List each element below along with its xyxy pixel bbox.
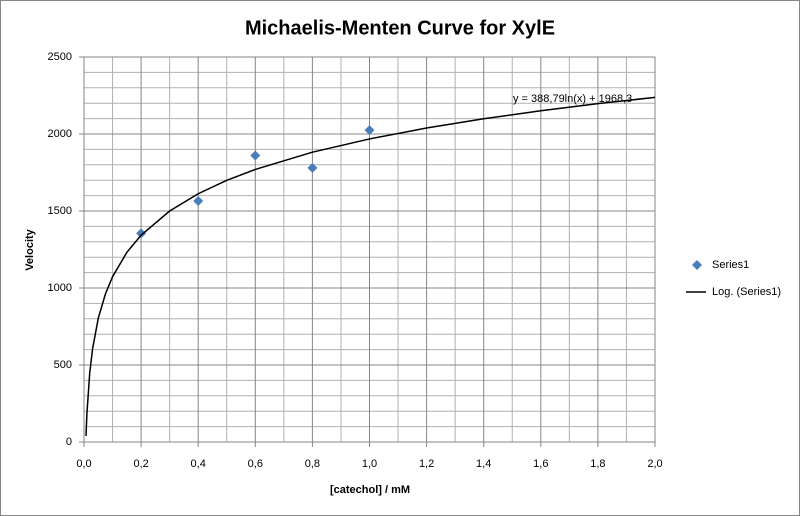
x-tick-label: 1,2 (419, 458, 434, 470)
y-tick-label: 0 (66, 436, 72, 448)
data-point (193, 195, 204, 206)
x-tick-label: 2,0 (647, 458, 662, 470)
y-tick-label: 500 (54, 359, 72, 371)
x-tick-label: 0,2 (133, 458, 148, 470)
x-axis-label: [catechol] / mM (330, 484, 410, 496)
data-point (307, 162, 318, 173)
data-point (250, 150, 261, 161)
x-tick-label: 1,0 (362, 458, 377, 470)
y-tick-label: 1500 (48, 205, 72, 217)
legend-label: Log. (Series1) (712, 286, 781, 298)
y-axis-label: Velocity (24, 228, 36, 270)
plot-border (83, 56, 656, 443)
y-tick-label: 2500 (48, 51, 72, 63)
x-tick-label: 0,6 (248, 458, 263, 470)
data-point (136, 228, 147, 239)
x-tick-label: 0,0 (76, 458, 91, 470)
y-tick-label: 1000 (48, 282, 72, 294)
x-tick-label: 0,4 (191, 458, 206, 470)
data-point (364, 125, 375, 136)
chart-title: Michaelis-Menten Curve for XylE (245, 17, 555, 39)
y-tick-label: 2000 (48, 128, 72, 140)
legend-label: Series1 (712, 259, 749, 271)
x-tick-label: 1,4 (476, 458, 491, 470)
trendline-equation: y = 388,79ln(x) + 1968,3 (513, 93, 632, 105)
legend-marker (692, 260, 702, 270)
x-tick-label: 0,8 (305, 458, 320, 470)
x-tick-label: 1,8 (590, 458, 605, 470)
trendline (85, 96, 656, 437)
x-tick-label: 1,6 (533, 458, 548, 470)
